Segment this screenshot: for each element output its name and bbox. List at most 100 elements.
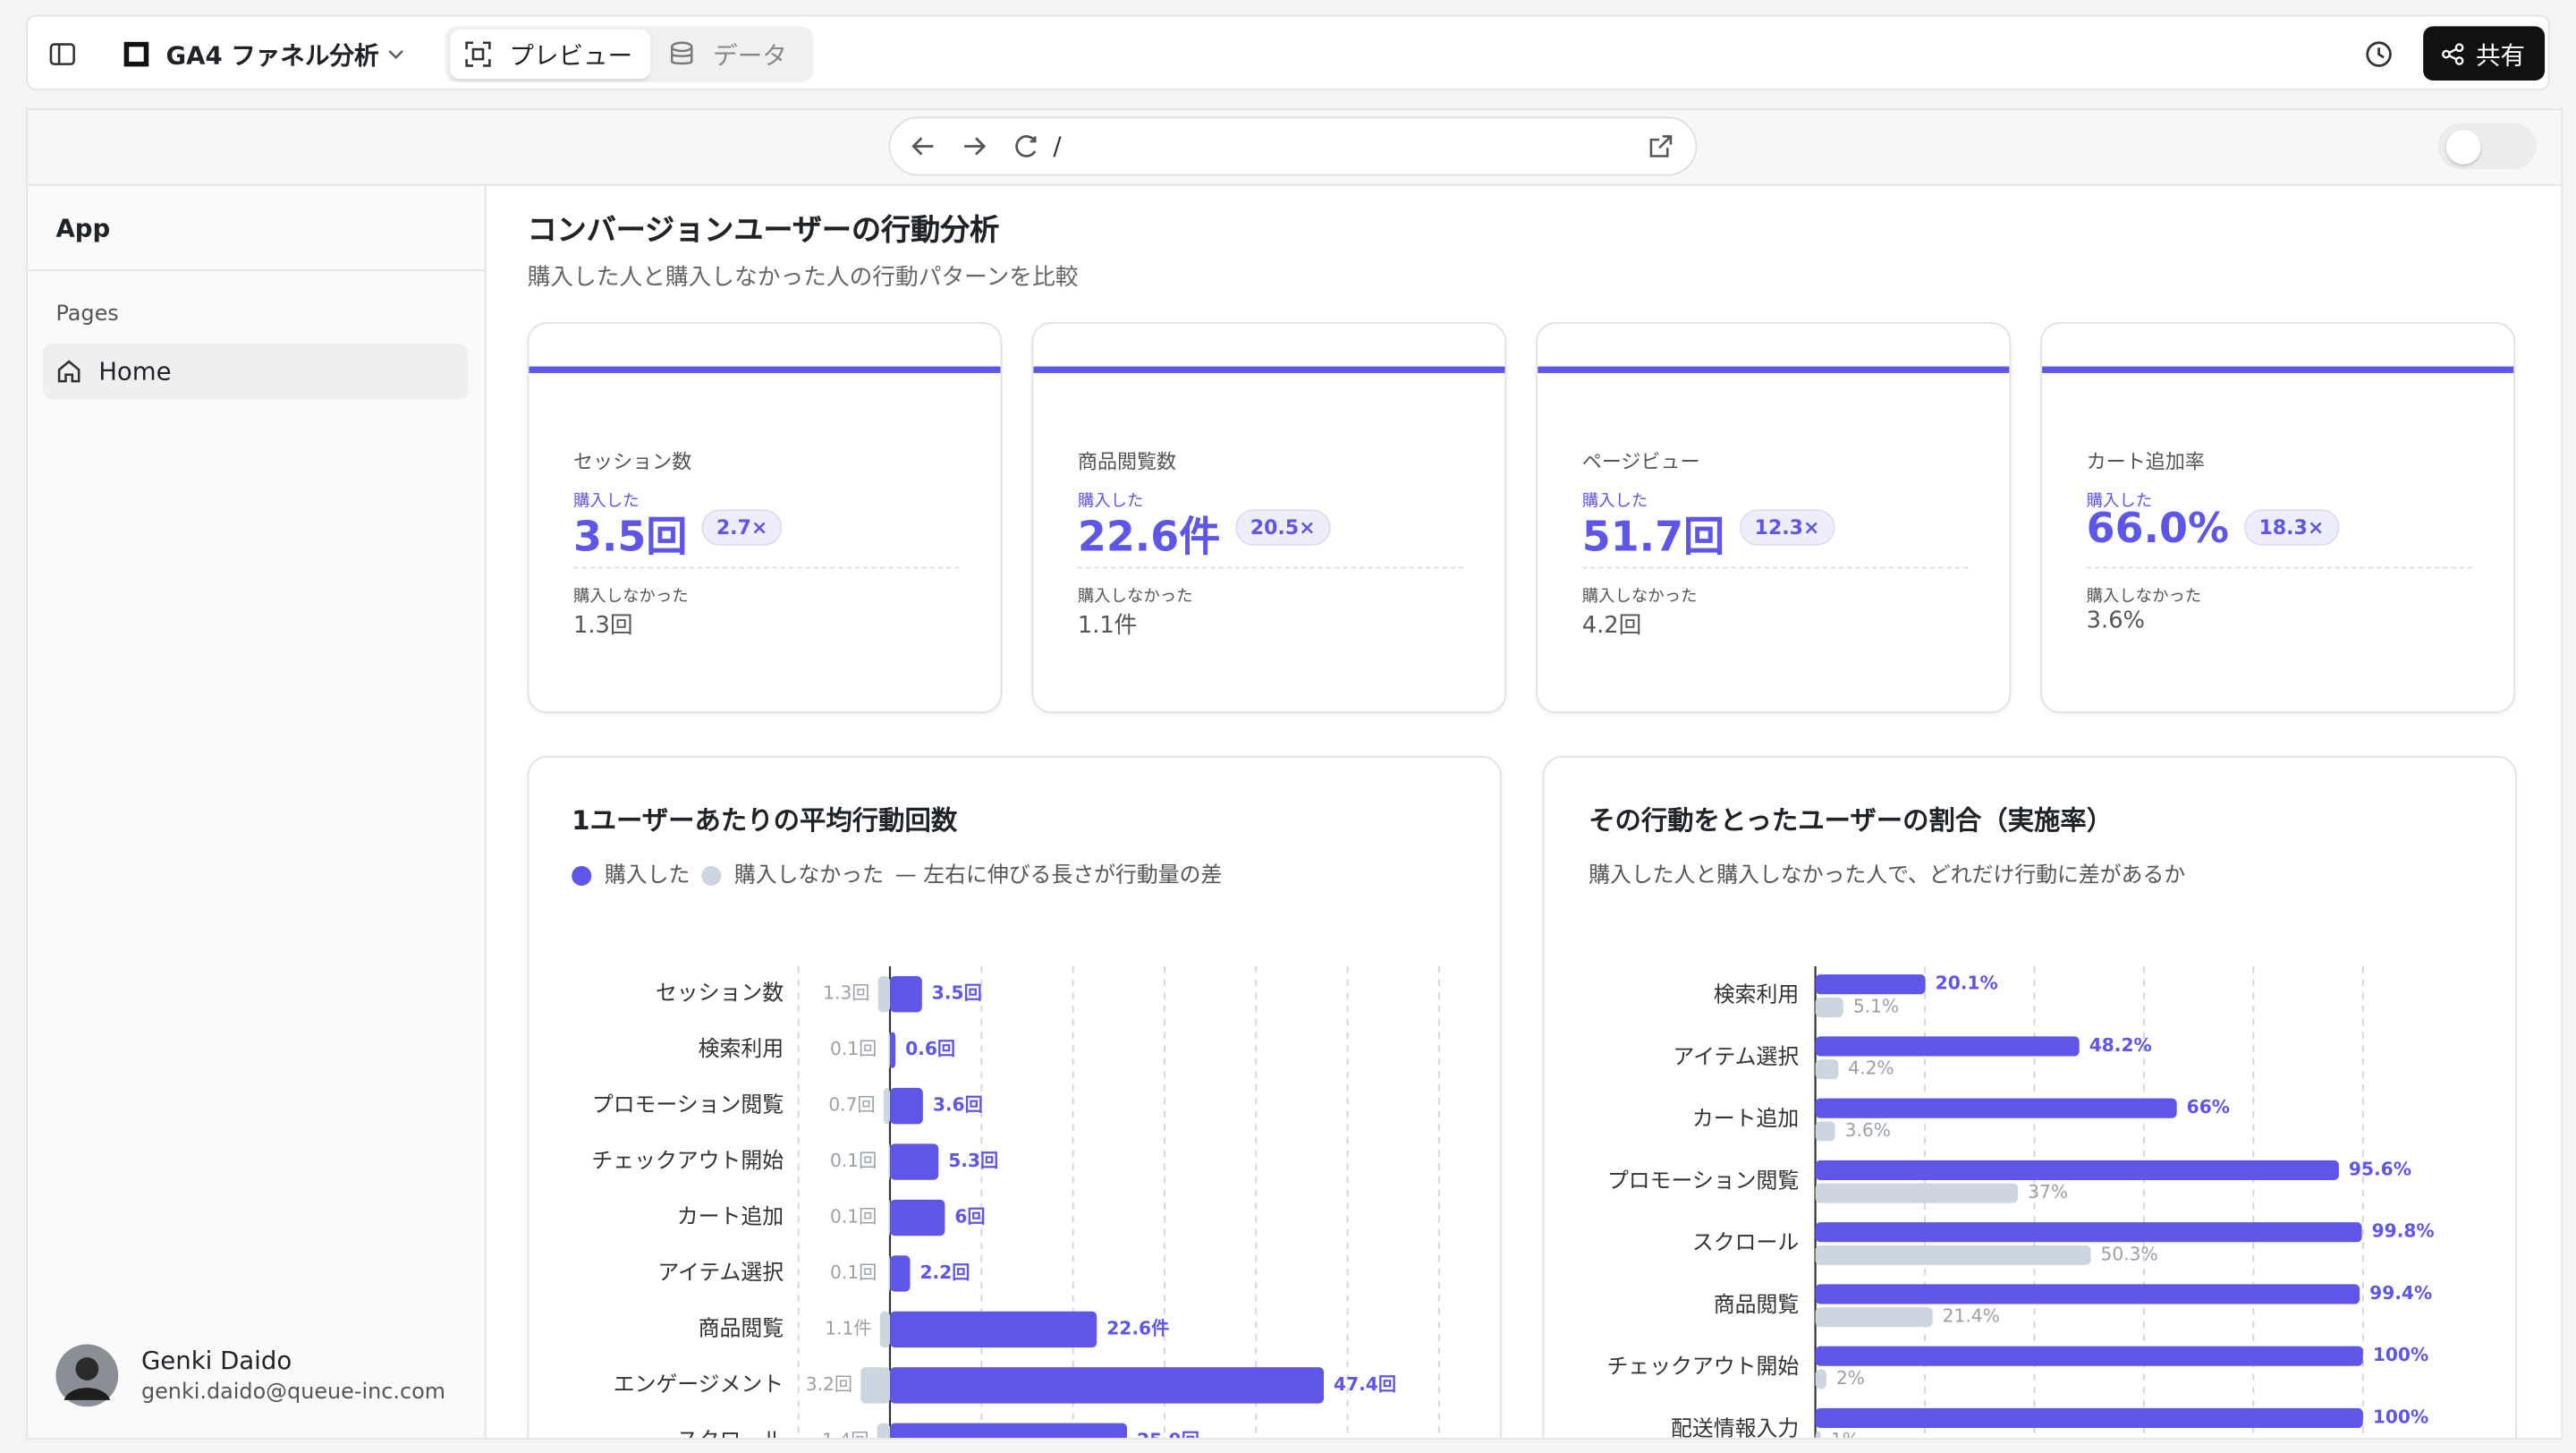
category-label: プロモーション閲覧 xyxy=(1607,1168,1799,1193)
bar xyxy=(1815,997,1843,1017)
kpi-ratio: 2.7× xyxy=(701,509,783,546)
bar xyxy=(1815,1431,1821,1439)
kpi-bought-label: 購入した xyxy=(1077,493,1144,512)
category-label: スクロール xyxy=(677,1427,784,1438)
value-label: 1.4回 xyxy=(822,1429,869,1438)
bar xyxy=(877,976,890,1013)
bar xyxy=(860,1367,890,1404)
kpi-not: 1.3回 xyxy=(573,613,633,640)
tab[interactable]: プレビュー xyxy=(509,40,633,71)
url: / xyxy=(1053,131,1062,162)
open-external[interactable] xyxy=(1648,133,1674,159)
value-label: 0.1回 xyxy=(830,1038,877,1059)
value-label: 0.1回 xyxy=(830,1206,877,1228)
value-label: 99.4% xyxy=(2369,1282,2432,1304)
category-label: スクロール xyxy=(1692,1230,1799,1255)
kpi-not-label: 購入しなかった xyxy=(2086,588,2202,607)
bar xyxy=(1815,1098,2177,1118)
value-label: 21.4% xyxy=(1943,1305,2000,1327)
share-label: 共有 xyxy=(2475,40,2526,71)
bar xyxy=(879,1311,890,1348)
legend-swatch xyxy=(572,865,592,887)
bar xyxy=(1815,1059,1839,1080)
bar xyxy=(1815,1346,2363,1366)
user-email: genki.daido@queue-inc.com xyxy=(140,1380,445,1406)
history-icon[interactable] xyxy=(2364,39,2394,69)
category-label: セッション数 xyxy=(656,981,784,1006)
value-label: 0.6回 xyxy=(905,1038,955,1059)
category-label: 検索利用 xyxy=(1714,982,1799,1007)
value-label: 3.6% xyxy=(1845,1119,1891,1141)
kpi-card: カート追加率 購入した 66.0% 18.3× 購入しなかった 3.6% xyxy=(2040,322,2516,714)
section-label: Pages xyxy=(55,302,119,327)
kpi-label: ページビュー xyxy=(1581,450,1700,473)
category-label: アイテム選択 xyxy=(1673,1044,1799,1069)
nav-icons xyxy=(911,135,1037,157)
kpi-not: 4.2回 xyxy=(1581,613,1642,640)
legend-note: — 左右に伸びる長さが行動量の差 xyxy=(895,862,1222,887)
value-label: 50.3% xyxy=(2101,1243,2158,1264)
data-icon xyxy=(671,41,693,65)
legend-swatch xyxy=(701,865,722,887)
kpi-not-label: 購入しなかった xyxy=(573,588,689,607)
tab[interactable]: データ xyxy=(713,40,787,71)
bar xyxy=(883,1087,890,1125)
value-label: 3.2回 xyxy=(806,1373,852,1395)
bar xyxy=(889,1255,911,1292)
bar xyxy=(889,1199,945,1236)
url-bar[interactable] xyxy=(888,116,1698,176)
project-name[interactable]: GA4 ファネル分析 xyxy=(165,40,379,71)
value-label: 1.3回 xyxy=(823,982,869,1004)
value-label: 95.6% xyxy=(2349,1158,2411,1179)
category-label: カート追加 xyxy=(1692,1106,1799,1131)
bar xyxy=(888,1032,890,1068)
value-label: 99.8% xyxy=(2372,1220,2435,1242)
bar xyxy=(1815,1369,1826,1389)
kpi-divider xyxy=(1581,566,1969,569)
kpi-accent xyxy=(2042,366,2514,373)
kpi-not-label: 購入しなかった xyxy=(1581,588,1698,607)
value-label: 2% xyxy=(1836,1367,1865,1389)
legend-label: 購入しなかった xyxy=(734,862,884,887)
bar xyxy=(889,976,922,1013)
kpi-ratio: 20.5× xyxy=(1235,509,1331,546)
nav-item[interactable]: Home xyxy=(98,356,172,387)
kpi-bought-label: 購入した xyxy=(573,493,640,512)
value-label: 6回 xyxy=(954,1206,985,1228)
app-name: App xyxy=(55,213,111,243)
kpi-bought: 22.6件 xyxy=(1077,513,1221,561)
category-label: 商品閲覧 xyxy=(1714,1292,1799,1317)
value-label: 100% xyxy=(2373,1344,2428,1365)
bar xyxy=(1815,974,1926,995)
chart-title: 1ユーザーあたりの平均行動回数 xyxy=(572,805,958,836)
bar xyxy=(888,1143,890,1180)
value-label: 5.3回 xyxy=(948,1150,998,1171)
bar xyxy=(889,1087,923,1125)
category-label: 配送情報入力 xyxy=(1671,1415,1799,1438)
preview-icon xyxy=(465,41,491,67)
bar xyxy=(1815,1036,2080,1057)
bar xyxy=(889,1143,939,1180)
kpi-bought: 66.0% xyxy=(2086,504,2229,553)
kpi-ratio: 18.3× xyxy=(2243,509,2339,546)
bar xyxy=(1815,1284,2360,1304)
kpi-accent xyxy=(1033,366,1505,373)
value-label: 48.2% xyxy=(2089,1034,2152,1056)
page-title: コンバージョンユーザーの行動分析 xyxy=(527,213,1000,249)
value-label: 66% xyxy=(2187,1096,2230,1117)
value-label: 2.2回 xyxy=(920,1262,970,1283)
nav-item-active[interactable] xyxy=(42,343,469,400)
kpi-card: 商品閲覧数 購入した 22.6件 20.5× 購入しなかった 1.1件 xyxy=(1031,322,1507,714)
value-label: 37% xyxy=(2028,1181,2068,1202)
value-label: 25.9回 xyxy=(1137,1429,1199,1438)
sidebar-toggle[interactable] xyxy=(49,41,75,67)
divider xyxy=(28,269,485,272)
page-subtitle: 購入した人と購入しなかった人の行動パターンを比較 xyxy=(527,264,1079,292)
value-label: 0.1回 xyxy=(830,1150,877,1171)
value-label: 5.1% xyxy=(1853,995,1899,1016)
chevron xyxy=(388,50,403,59)
bar xyxy=(877,1423,890,1439)
kpi-accent xyxy=(529,366,1001,373)
